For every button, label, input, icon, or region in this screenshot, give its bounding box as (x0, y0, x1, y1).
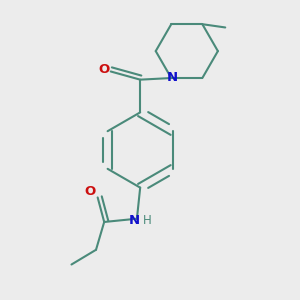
Text: O: O (85, 185, 96, 198)
Text: N: N (167, 70, 178, 83)
Text: N: N (129, 214, 140, 226)
Text: O: O (98, 63, 109, 76)
Text: H: H (143, 214, 152, 226)
